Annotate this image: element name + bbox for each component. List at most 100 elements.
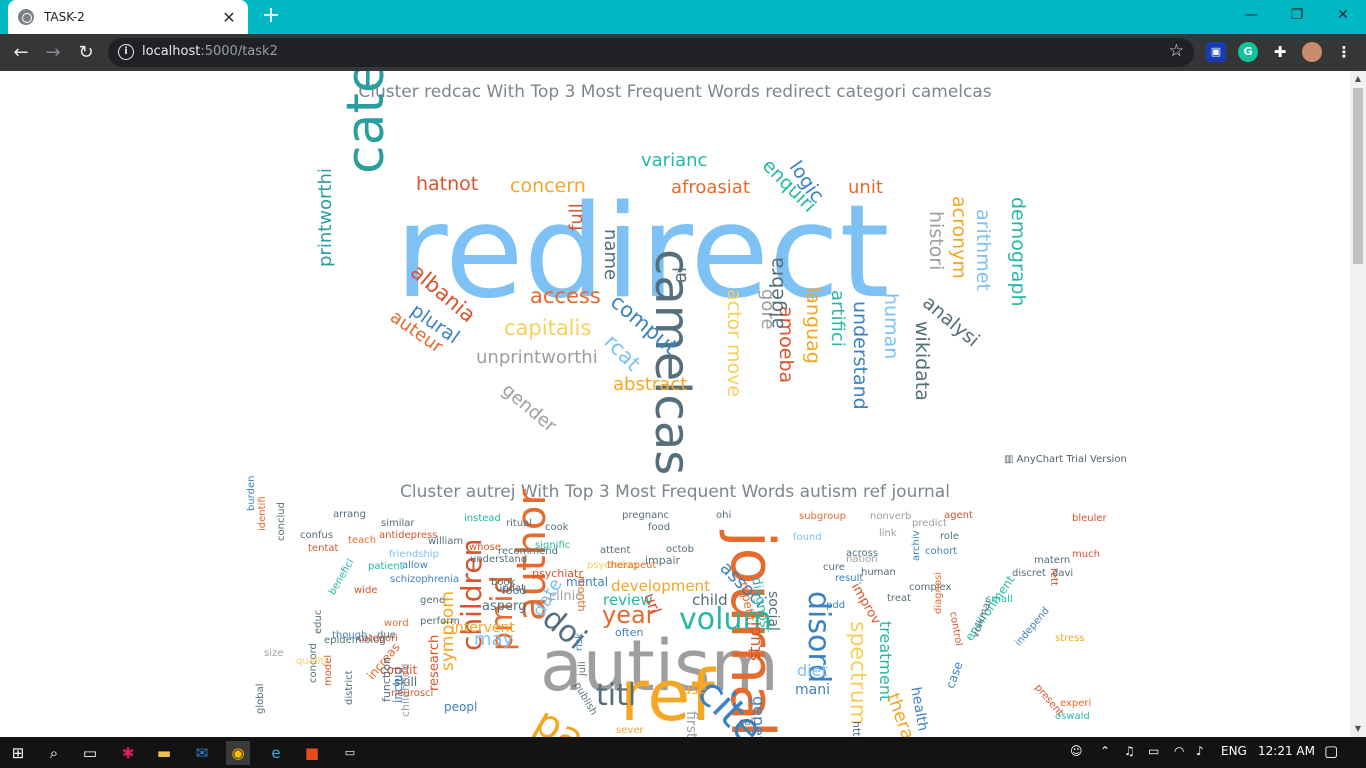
- cloud-2-word[interactable]: found: [793, 532, 822, 543]
- cloud-2-word[interactable]: food: [502, 584, 527, 597]
- cloud-2-word[interactable]: cook: [545, 522, 569, 533]
- cloud-2-word[interactable]: juli: [577, 661, 588, 676]
- cloud-2-word[interactable]: control: [947, 610, 965, 647]
- cloud-2-word[interactable]: arrang: [333, 509, 366, 520]
- edge-icon[interactable]: e: [271, 744, 281, 762]
- new-tab-button[interactable]: +: [261, 3, 281, 28]
- windows-start-icon[interactable]: ⊞: [11, 744, 25, 762]
- anychart-credits[interactable]: ▥ AnyChart Trial Version: [1004, 454, 1127, 465]
- cloud-2-word[interactable]: understand: [470, 554, 528, 565]
- cloud-2-word[interactable]: sever: [616, 725, 644, 736]
- cloud-2-word[interactable]: district: [344, 670, 355, 705]
- grammarly-icon[interactable]: G: [1238, 42, 1258, 62]
- cloud-2-word[interactable]: davi: [1052, 568, 1074, 579]
- cloud-2-word[interactable]: independ: [1013, 605, 1052, 649]
- cloud-2-word[interactable]: qualiti: [296, 656, 328, 667]
- cloud-2-word[interactable]: volum: [679, 602, 772, 637]
- show-hidden-icons-icon[interactable]: ⌃: [1100, 744, 1111, 758]
- office-icon[interactable]: ■: [304, 744, 320, 762]
- restore-button[interactable]: ❐: [1290, 7, 1304, 23]
- cloud-2-word[interactable]: categori: [357, 633, 399, 644]
- cloud-2-word[interactable]: signific: [535, 540, 571, 551]
- cloud-2-word[interactable]: whose: [469, 542, 501, 553]
- cloud-2-word[interactable]: mental: [566, 575, 609, 589]
- cloud-2-word[interactable]: word: [384, 618, 409, 629]
- cloud-2-word[interactable]: link: [879, 528, 897, 539]
- cloud-2-word[interactable]: may: [474, 629, 514, 650]
- cloud-2-word[interactable]: oswald: [1055, 711, 1090, 722]
- minimize-button[interactable]: —: [1244, 7, 1258, 23]
- scrollbar-thumb[interactable]: [1353, 88, 1363, 264]
- cloud-1-word[interactable]: hatnot: [416, 173, 479, 195]
- cloud-2-word[interactable]: skill: [394, 675, 418, 689]
- cloud-2-word[interactable]: therapeut: [607, 560, 657, 571]
- cloud-2-word[interactable]: human: [861, 567, 896, 578]
- cloud-2-word[interactable]: ohi: [716, 510, 732, 521]
- cloud-2-word[interactable]: psycholog: [587, 560, 638, 571]
- cloud-2-word[interactable]: ref: [620, 655, 715, 737]
- bookmark-star-icon[interactable]: ☆: [1168, 41, 1184, 61]
- cloud-1-word[interactable]: unprintworthi: [476, 347, 598, 368]
- cloud-2-word[interactable]: attent: [600, 545, 631, 556]
- cloud-2-word[interactable]: spectrum: [845, 621, 870, 726]
- cloud-2-word[interactable]: rett: [1048, 568, 1059, 586]
- address-bar[interactable]: i localhost:5000/task2 ☆: [108, 38, 1194, 67]
- cloud-2-word[interactable]: improv: [847, 580, 884, 628]
- cloud-2-word[interactable]: instead: [464, 513, 501, 524]
- cloud-2-word[interactable]: across: [846, 548, 879, 559]
- cloud-2-word[interactable]: autism: [540, 625, 779, 707]
- cloud-2-word[interactable]: peopl: [444, 700, 478, 714]
- cloud-2-word[interactable]: diet: [797, 661, 828, 680]
- site-info-icon[interactable]: i: [118, 44, 134, 60]
- battery-icon[interactable]: ▭: [1148, 744, 1160, 758]
- cloud-2-word[interactable]: bleuler: [1072, 513, 1107, 524]
- cloud-2-word[interactable]: archiv: [911, 530, 922, 561]
- cloud-2-word[interactable]: case: [943, 659, 966, 691]
- people-icon[interactable]: ☺: [1070, 744, 1083, 758]
- cloud-2-word[interactable]: william: [428, 536, 464, 547]
- cloud-2-word[interactable]: subgroup: [799, 511, 846, 522]
- cloud-2-word[interactable]: matern: [1034, 555, 1071, 566]
- mail-icon[interactable]: ✉: [195, 744, 209, 762]
- cloud-2-word[interactable]: predict: [912, 518, 947, 529]
- cloud-2-word[interactable]: identifi: [257, 496, 268, 531]
- url-text[interactable]: localhost:5000/task2: [142, 44, 278, 59]
- language-indicator[interactable]: ENG: [1221, 744, 1247, 758]
- cloud-2-word[interactable]: asperg: [482, 599, 527, 614]
- cloud-2-word[interactable]: treatment: [876, 621, 895, 702]
- cloud-2-word[interactable]: diagnosi: [933, 571, 944, 614]
- cloud-2-word[interactable]: allow: [402, 560, 428, 571]
- cloud-2-word[interactable]: updat: [496, 583, 526, 594]
- cloud-2-word[interactable]: neurosci: [391, 688, 434, 699]
- cloud-2-word[interactable]: confus: [300, 530, 334, 541]
- task-view-icon[interactable]: ▭: [82, 744, 98, 762]
- cloud-2-word[interactable]: result: [835, 573, 864, 584]
- cloud-2-word[interactable]: experi: [1060, 698, 1092, 709]
- cloud-2-word[interactable]: often: [615, 626, 644, 639]
- cloud-2-word[interactable]: schizophrenia: [390, 574, 460, 585]
- cloud-2-word[interactable]: use: [682, 682, 707, 698]
- cloud-2-word[interactable]: condit: [380, 663, 418, 677]
- cloud-2-word[interactable]: global: [255, 683, 266, 715]
- tab-close-icon[interactable]: ✕: [222, 7, 236, 27]
- cloud-1-word[interactable]: varianc: [641, 150, 708, 171]
- wifi-icon[interactable]: ◠: [1174, 744, 1185, 758]
- cloud-2-word[interactable]: book: [491, 577, 516, 588]
- terminal-icon[interactable]: ▭: [344, 746, 356, 759]
- cloud-1-word[interactable]: redirect: [395, 178, 890, 327]
- cloud-2-word[interactable]: pdd: [826, 600, 846, 611]
- cloud-2-word[interactable]: development: [611, 577, 710, 595]
- cloud-1-word[interactable]: abstract: [613, 374, 688, 395]
- notifications-icon[interactable]: ▢: [1324, 742, 1339, 760]
- cloud-2-word[interactable]: complex: [909, 582, 952, 593]
- cloud-2-word[interactable]: review: [603, 591, 653, 609]
- cloud-2-word[interactable]: epidemiolog: [324, 635, 386, 646]
- cloud-2-word[interactable]: agent: [944, 510, 973, 521]
- cloud-2-word[interactable]: perform: [420, 616, 460, 627]
- cloud-2-word[interactable]: small: [986, 594, 1013, 605]
- cloud-2-word[interactable]: size: [264, 648, 284, 659]
- cloud-2-word[interactable]: octob: [666, 544, 695, 555]
- cloud-2-word[interactable]: pregnanc: [622, 510, 670, 521]
- cloud-2-word[interactable]: educ: [313, 609, 324, 634]
- cloud-2-word[interactable]: cure: [823, 562, 845, 573]
